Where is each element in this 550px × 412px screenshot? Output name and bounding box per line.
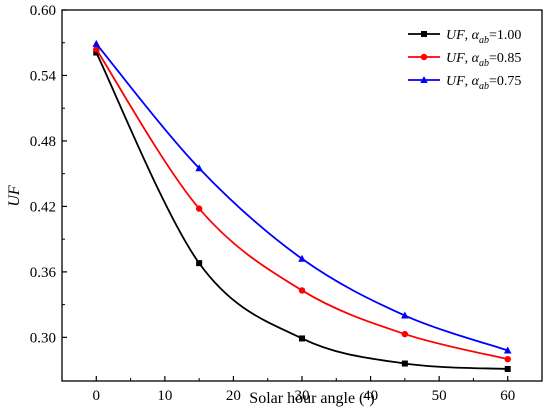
y-tick-label: 0.42 — [30, 199, 56, 215]
data-point — [504, 355, 511, 363]
y-tick-label: 0.60 — [30, 3, 56, 19]
y-tick-label: 0.30 — [30, 330, 56, 346]
legend-label: UF, αab=1.00 — [446, 28, 521, 46]
x-tick-label: 60 — [500, 388, 515, 404]
data-point — [298, 254, 306, 262]
series-layer — [92, 39, 512, 372]
series-0 — [93, 49, 511, 372]
data-point — [92, 39, 101, 47]
series-line — [95, 52, 508, 370]
series-line — [95, 43, 508, 352]
legend-marker — [420, 53, 428, 61]
x-tick-label: 20 — [226, 388, 241, 404]
y-tick-label: 0.48 — [30, 134, 56, 150]
x-tick-label: 0 — [93, 388, 101, 404]
data-point — [196, 260, 203, 267]
x-tick-label: 40 — [363, 388, 378, 404]
series-2 — [92, 39, 512, 354]
series-line — [95, 48, 508, 361]
data-point — [299, 335, 305, 342]
legend-entry-0: UF, αab=1.00 — [408, 28, 521, 46]
data-point — [503, 346, 512, 354]
y-tick-label: 0.36 — [30, 265, 57, 281]
y-axis: 0.30 0.36 0.42 0.48 0.54 0.60 — [30, 3, 67, 346]
data-point — [195, 164, 203, 172]
data-point — [298, 287, 306, 294]
y-tick-label: 0.54 — [30, 68, 57, 84]
legend-entry-2: UF, αab=0.75 — [408, 74, 521, 92]
data-point — [401, 330, 409, 338]
data-point — [401, 311, 409, 319]
x-axis-title: Solar hour angle (o) — [249, 390, 374, 408]
data-point — [195, 205, 203, 212]
legend-entry-1: UF, αab=0.85 — [408, 51, 521, 69]
data-point — [93, 49, 100, 56]
legend-label: UF, αab=0.75 — [446, 74, 521, 92]
legend-marker — [420, 76, 428, 83]
series-1 — [93, 46, 511, 363]
data-point — [93, 46, 100, 53]
data-point — [401, 360, 408, 367]
legend-marker — [421, 31, 427, 37]
x-tick-label: 50 — [432, 388, 447, 404]
data-point — [504, 365, 511, 372]
x-axis: 0 10 20 30 40 50 60 — [93, 376, 515, 404]
x-tick-label: 30 — [295, 388, 310, 404]
legend-label: UF, αab=0.85 — [446, 51, 521, 69]
x-tick-label: 10 — [157, 388, 172, 404]
legend: UF, αab=1.00 UF, αab=0.85 UF, αab=0.75 — [408, 28, 521, 92]
y-axis-title: UF — [6, 185, 23, 207]
